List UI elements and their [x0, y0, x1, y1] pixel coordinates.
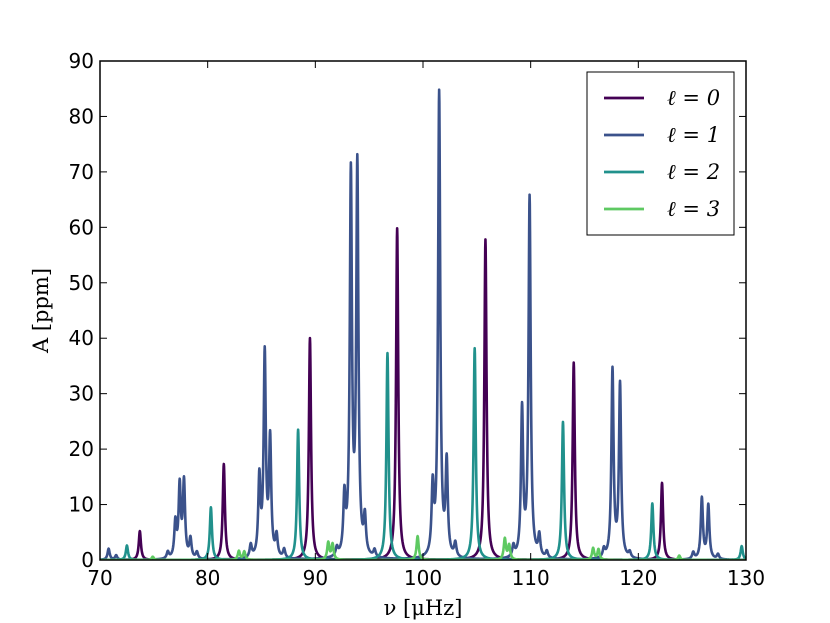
- y-tick-label: 60: [69, 215, 94, 239]
- x-tick-label: 90: [303, 566, 328, 590]
- legend-entry-label: ℓ = 3: [667, 197, 720, 221]
- y-tick-label: 80: [69, 104, 94, 128]
- y-tick-label: 20: [69, 437, 94, 461]
- x-tick-label: 110: [512, 566, 550, 590]
- legend-entry-label: ℓ = 1: [667, 123, 720, 147]
- y-tick-label: 0: [81, 548, 94, 572]
- legend: ℓ = 0 ℓ = 1 ℓ = 2 ℓ = 3: [586, 71, 735, 236]
- y-axis-label: A [ppm]: [29, 268, 53, 354]
- y-tick-label: 50: [69, 271, 94, 295]
- series-line-l2: [100, 346, 746, 560]
- x-tick-label: 70: [87, 566, 112, 590]
- y-tick-label: 10: [69, 493, 94, 517]
- y-tick-label: 90: [69, 49, 94, 73]
- tick-layer: 70 80 90 100 110 120 130 0 10 20 30 40 50 60 70 80 90: [69, 49, 766, 590]
- x-tick-label: 120: [619, 566, 657, 590]
- x-tick-label: 80: [195, 566, 220, 590]
- x-tick-label: 130: [727, 566, 765, 590]
- y-tick-label: 30: [69, 382, 94, 406]
- x-axis-label: ν [μHz]: [384, 596, 463, 620]
- series-line-l1: [100, 88, 746, 560]
- legend-entry-label: ℓ = 2: [667, 160, 720, 184]
- legend-entry-label: ℓ = 0: [667, 86, 720, 110]
- series-line-l0: [100, 227, 746, 560]
- y-tick-label: 70: [69, 160, 94, 184]
- x-tick-label: 100: [404, 566, 442, 590]
- y-tick-label: 40: [69, 326, 94, 350]
